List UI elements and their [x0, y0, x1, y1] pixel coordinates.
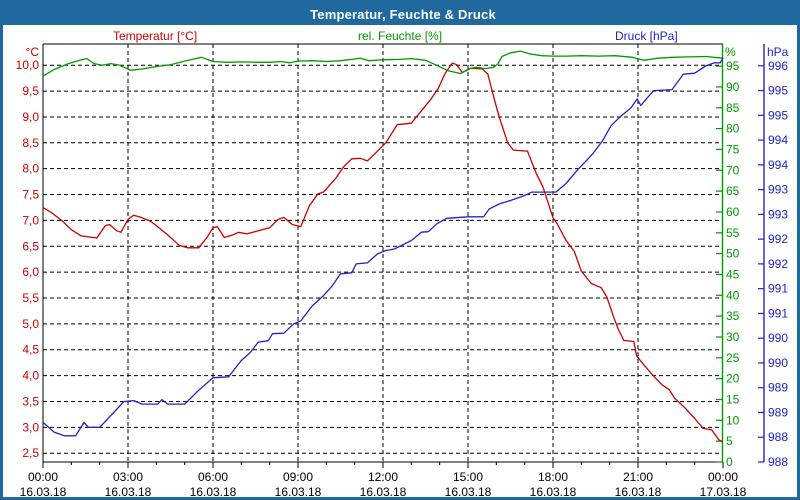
svg-text:16.03.18: 16.03.18: [20, 485, 67, 499]
svg-text:15:00: 15:00: [453, 470, 483, 484]
svg-text:50: 50: [726, 247, 740, 261]
svg-text:35: 35: [726, 309, 740, 323]
svg-text:988: 988: [768, 430, 788, 444]
svg-text:990: 990: [768, 331, 788, 345]
svg-text:5,0: 5,0: [22, 317, 39, 331]
svg-text:7,0: 7,0: [22, 213, 39, 227]
svg-text:989: 989: [768, 405, 788, 419]
svg-text:5,5: 5,5: [22, 291, 39, 305]
svg-text:45: 45: [726, 267, 740, 281]
svg-text:00:00: 00:00: [708, 470, 738, 484]
title-bar: Temperatur, Feuchte & Druck: [3, 3, 797, 25]
svg-text:55: 55: [726, 226, 740, 240]
svg-text:991: 991: [768, 306, 788, 320]
axis-lines: [42, 43, 765, 463]
svg-text:6,5: 6,5: [22, 239, 39, 253]
svg-text:994: 994: [768, 133, 788, 147]
temperature-axis-labels: 10,0 9,5 9,0 8,5 8,0 7,5 7,0 6,5 6,0 5,5 5,0 4,5 4,0…: [16, 58, 40, 460]
svg-text:990: 990: [768, 356, 788, 370]
svg-text:989: 989: [768, 381, 788, 395]
svg-text:991: 991: [768, 282, 788, 296]
svg-text:20: 20: [726, 372, 740, 386]
svg-text:995: 995: [768, 84, 788, 98]
svg-text:0: 0: [726, 455, 733, 469]
svg-text:70: 70: [726, 163, 740, 177]
svg-text:993: 993: [768, 183, 788, 197]
svg-text:40: 40: [726, 288, 740, 302]
svg-text:6,0: 6,0: [22, 265, 39, 279]
svg-text:00:00: 00:00: [28, 470, 58, 484]
pressure-axis-unit: hPa: [767, 45, 789, 59]
svg-text:10,0: 10,0: [16, 58, 40, 72]
svg-text:16.03.18: 16.03.18: [530, 485, 577, 499]
svg-text:8,5: 8,5: [22, 136, 39, 150]
svg-text:3,5: 3,5: [22, 394, 39, 408]
legend-temperature: Temperatur [°C]: [113, 29, 198, 43]
chart-plot: 9590858075706560555045403530252015105099…: [16, 43, 788, 499]
legend-pressure: Druck [hPa]: [615, 29, 678, 43]
svg-text:30: 30: [726, 330, 740, 344]
svg-text:17.03.18: 17.03.18: [700, 485, 747, 499]
svg-text:996: 996: [768, 59, 788, 73]
svg-text:90: 90: [726, 80, 740, 94]
series-humidity: [42, 50, 724, 77]
svg-text:995: 995: [768, 108, 788, 122]
svg-text:9,0: 9,0: [22, 110, 39, 124]
svg-text:2,5: 2,5: [22, 446, 39, 460]
svg-text:5: 5: [726, 434, 733, 448]
svg-text:16.03.18: 16.03.18: [445, 485, 492, 499]
temperature-axis-unit: °C: [25, 45, 39, 59]
svg-text:9,5: 9,5: [22, 84, 39, 98]
svg-text:992: 992: [768, 257, 788, 271]
series-pressure: [42, 57, 724, 437]
series-temperature: [42, 62, 724, 443]
svg-text:10: 10: [726, 413, 740, 427]
svg-text:75: 75: [726, 142, 740, 156]
svg-text:15: 15: [726, 392, 740, 406]
svg-text:06:00: 06:00: [198, 470, 228, 484]
svg-text:21:00: 21:00: [623, 470, 653, 484]
svg-text:95: 95: [726, 59, 740, 73]
x-axis-labels: 00:0016.03.1803:0016.03.1806:0016.03.180…: [20, 470, 747, 499]
svg-text:988: 988: [768, 455, 788, 469]
svg-text:4,0: 4,0: [22, 369, 39, 383]
svg-text:03:00: 03:00: [113, 470, 143, 484]
svg-text:65: 65: [726, 184, 740, 198]
svg-text:16.03.18: 16.03.18: [190, 485, 237, 499]
legend-humidity: rel. Feuchte [%]: [358, 29, 443, 43]
x-axis-ticks: [42, 462, 724, 468]
svg-text:09:00: 09:00: [283, 470, 313, 484]
svg-text:993: 993: [768, 207, 788, 221]
svg-text:7,5: 7,5: [22, 188, 39, 202]
humidity-axis-unit: %: [725, 45, 736, 59]
svg-text:8,0: 8,0: [22, 162, 39, 176]
svg-text:25: 25: [726, 351, 740, 365]
svg-text:3,0: 3,0: [22, 420, 39, 434]
svg-text:80: 80: [726, 122, 740, 136]
svg-text:18:00: 18:00: [538, 470, 568, 484]
pressure-axis-ticks: 996 995 995 994 994 993 993 992 992 991 991 990 990 9…: [758, 59, 788, 469]
window-title: Temperatur, Feuchte & Druck: [310, 7, 496, 22]
svg-text:60: 60: [726, 205, 740, 219]
svg-text:16.03.18: 16.03.18: [105, 485, 152, 499]
svg-text:16.03.18: 16.03.18: [275, 485, 322, 499]
svg-text:4,5: 4,5: [22, 343, 39, 357]
gridlines: [43, 44, 723, 462]
svg-text:992: 992: [768, 232, 788, 246]
svg-text:994: 994: [768, 158, 788, 172]
svg-text:16.03.18: 16.03.18: [360, 485, 407, 499]
svg-text:85: 85: [726, 101, 740, 115]
svg-text:12:00: 12:00: [368, 470, 398, 484]
svg-text:16.03.18: 16.03.18: [615, 485, 662, 499]
